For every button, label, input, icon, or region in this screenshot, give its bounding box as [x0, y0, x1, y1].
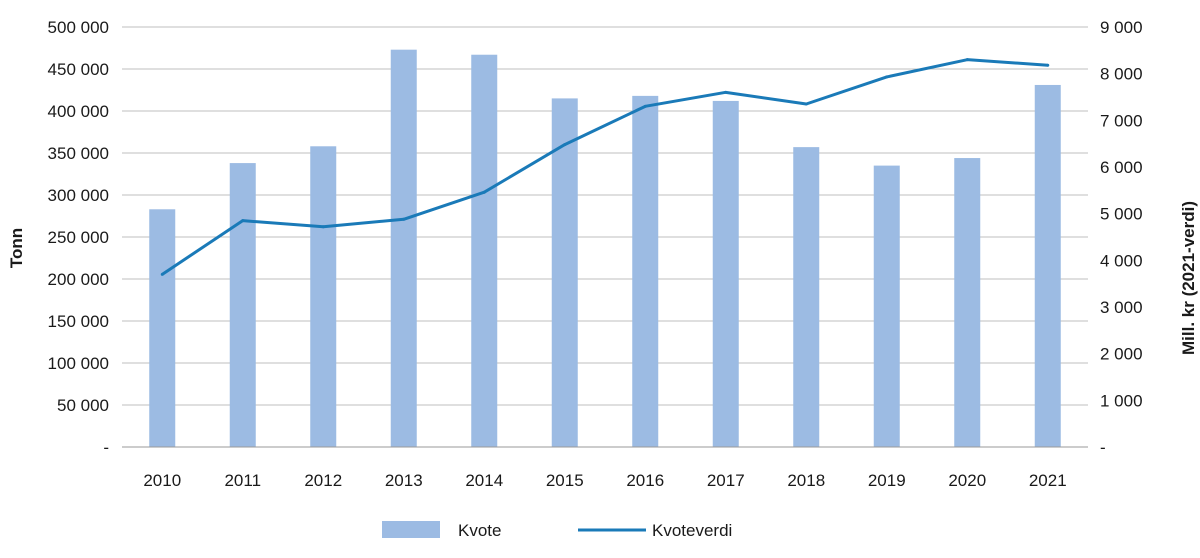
y-tick-label: 400 000: [48, 102, 109, 121]
y-tick-label: 300 000: [48, 186, 109, 205]
y-tick-label: 150 000: [48, 312, 109, 331]
legend: Kvote Kvoteverdi: [382, 521, 732, 540]
bar-kvote-2010: [149, 209, 176, 447]
y-tick-label: 100 000: [48, 354, 109, 373]
x-tick-label: 2013: [385, 471, 423, 490]
point-kvoteverdi-2016: [643, 104, 647, 108]
bar-kvote-2012: [310, 146, 337, 447]
x-tick-label: 2010: [143, 471, 181, 490]
legend-label-kvote: Kvote: [458, 521, 501, 540]
y2-tick-label: -: [1100, 438, 1106, 457]
gridlines: [122, 26, 1088, 406]
bar-kvote-2021: [1034, 84, 1061, 448]
x-tick-label: 2021: [1029, 471, 1067, 490]
point-kvoteverdi-2017: [724, 90, 728, 94]
x-tick-label: 2018: [787, 471, 825, 490]
line-kvoteverdi: [161, 58, 1048, 276]
y2-tick-label: 8 000: [1100, 65, 1143, 84]
legend-swatch-kvote: [382, 521, 440, 538]
y2-tick-label: 2 000: [1100, 345, 1143, 364]
x-tick-label: 2015: [546, 471, 584, 490]
point-kvoteverdi-2013: [402, 217, 406, 221]
y-axis-title: Tonn: [7, 228, 26, 268]
line-series-kvoteverdi: [160, 58, 1050, 276]
bar-kvote-2017: [712, 100, 739, 448]
x-tick-label: 2019: [868, 471, 906, 490]
y2-tick-label: 9 000: [1100, 18, 1143, 37]
point-kvoteverdi-2021: [1046, 63, 1050, 67]
left-axis-ticks: - 50 000 100 000 150 000 200 000 250 000 300 0…: [48, 18, 109, 457]
y2-tick-label: 3 000: [1100, 298, 1143, 317]
right-axis-ticks: - 1 000 2 000 3 000 4 000 5 000 6 000 7 000 8 00…: [1100, 18, 1143, 457]
y-tick-label: 250 000: [48, 228, 109, 247]
y-tick-label: 200 000: [48, 270, 109, 289]
bar-kvote-2014: [471, 54, 498, 447]
x-tick-label: 2016: [626, 471, 664, 490]
bar-kvote-2011: [229, 163, 256, 447]
bar-series-kvote: [149, 49, 1061, 448]
x-axis-ticks: 2010 2011 2012 2013 2014 2015 2016 2017 2018 2019…: [143, 471, 1066, 490]
y2-tick-label: 6 000: [1100, 158, 1143, 177]
y-tick-label: 450 000: [48, 60, 109, 79]
y2-axis-title: Mill. kr (2021-verdi): [1179, 201, 1198, 355]
y2-tick-label: 4 000: [1100, 251, 1143, 270]
y2-tick-label: 1 000: [1100, 391, 1143, 410]
point-kvoteverdi-2018: [804, 102, 808, 106]
point-kvoteverdi-2010: [160, 272, 164, 276]
point-kvoteverdi-2014: [482, 190, 486, 194]
y-tick-label: -: [103, 438, 109, 457]
bar-kvote-2013: [390, 49, 417, 448]
x-tick-label: 2020: [948, 471, 986, 490]
y-tick-label: 350 000: [48, 144, 109, 163]
y2-tick-label: 5 000: [1100, 205, 1143, 224]
y2-tick-label: 7 000: [1100, 111, 1143, 130]
y-tick-label: 500 000: [48, 18, 109, 37]
bar-kvote-2019: [873, 165, 900, 447]
bar-kvote-2016: [632, 95, 659, 447]
bar-kvote-2018: [793, 147, 820, 447]
x-tick-label: 2011: [224, 471, 261, 490]
y-tick-label: 50 000: [57, 396, 109, 415]
point-kvoteverdi-2020: [965, 58, 969, 62]
point-kvoteverdi-2012: [321, 225, 325, 229]
x-tick-label: 2012: [304, 471, 342, 490]
point-kvoteverdi-2019: [885, 75, 889, 79]
point-kvoteverdi-2011: [241, 219, 245, 223]
legend-label-kvoteverdi: Kvoteverdi: [652, 521, 732, 540]
x-tick-label: 2017: [707, 471, 745, 490]
bar-kvote-2015: [551, 98, 578, 448]
point-kvoteverdi-2015: [563, 143, 567, 147]
x-tick-label: 2014: [465, 471, 503, 490]
bar-kvote-2020: [954, 158, 981, 448]
